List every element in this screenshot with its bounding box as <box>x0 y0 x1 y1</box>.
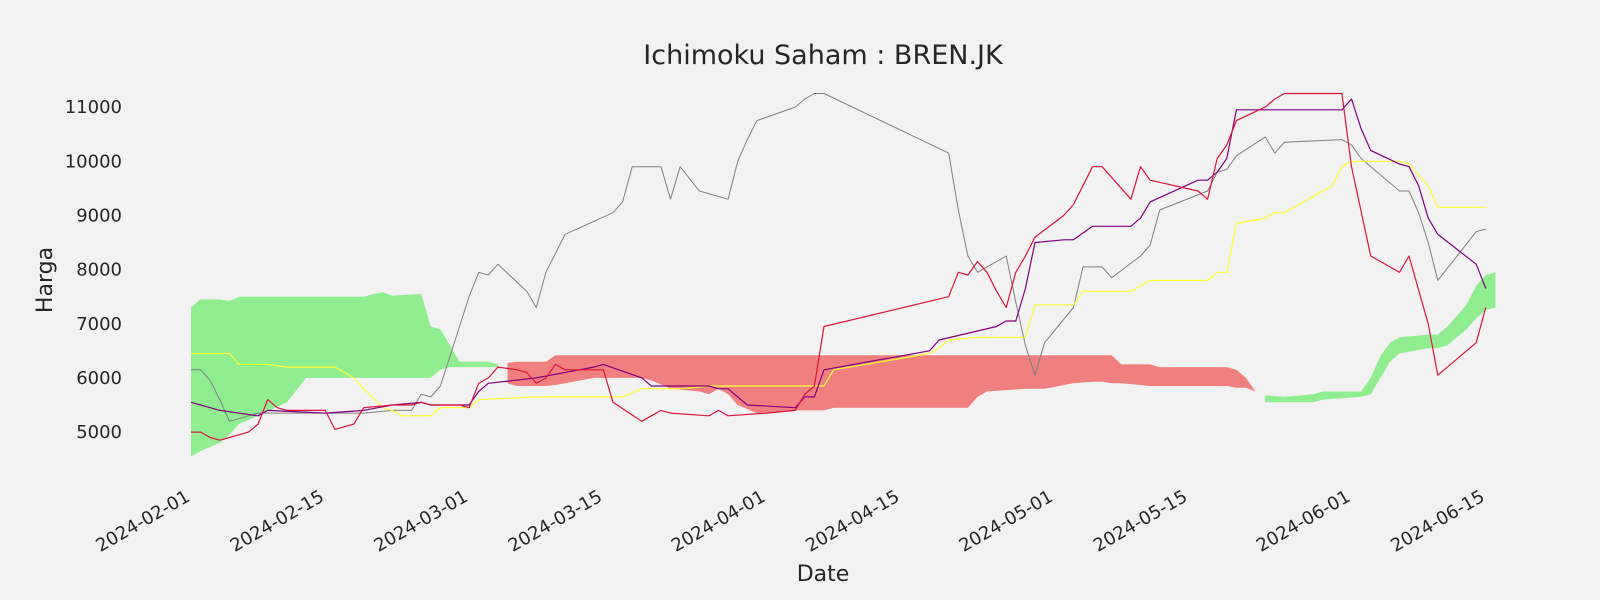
chart-title: Ichimoku Saham : BREN.JK <box>643 40 1004 71</box>
series-line-chikou <box>191 93 1486 422</box>
cloud-layer <box>191 272 1496 457</box>
y-tick-label: 11000 <box>65 97 122 118</box>
x-axis-label: Date <box>797 562 850 587</box>
series-line-kijun <box>191 160 1486 417</box>
y-tick-label: 8000 <box>76 260 122 281</box>
y-tick-label: 10000 <box>65 151 122 172</box>
cloud-bullish-3 <box>1265 272 1496 403</box>
cloud-bullish-1 <box>191 292 498 457</box>
series-layer <box>190 92 1487 441</box>
y-tick-label: 9000 <box>76 205 122 226</box>
cloud-bearish-2 <box>507 355 1256 414</box>
y-tick-label: 7000 <box>76 314 122 335</box>
y-axis-ticks: 5000 6000 7000 8000 9000 10000 11000 <box>65 97 122 443</box>
y-tick-label: 6000 <box>76 368 122 389</box>
series-line-close <box>191 92 1487 441</box>
y-axis-label: Harga <box>33 247 58 313</box>
y-tick-label: 5000 <box>76 422 122 443</box>
